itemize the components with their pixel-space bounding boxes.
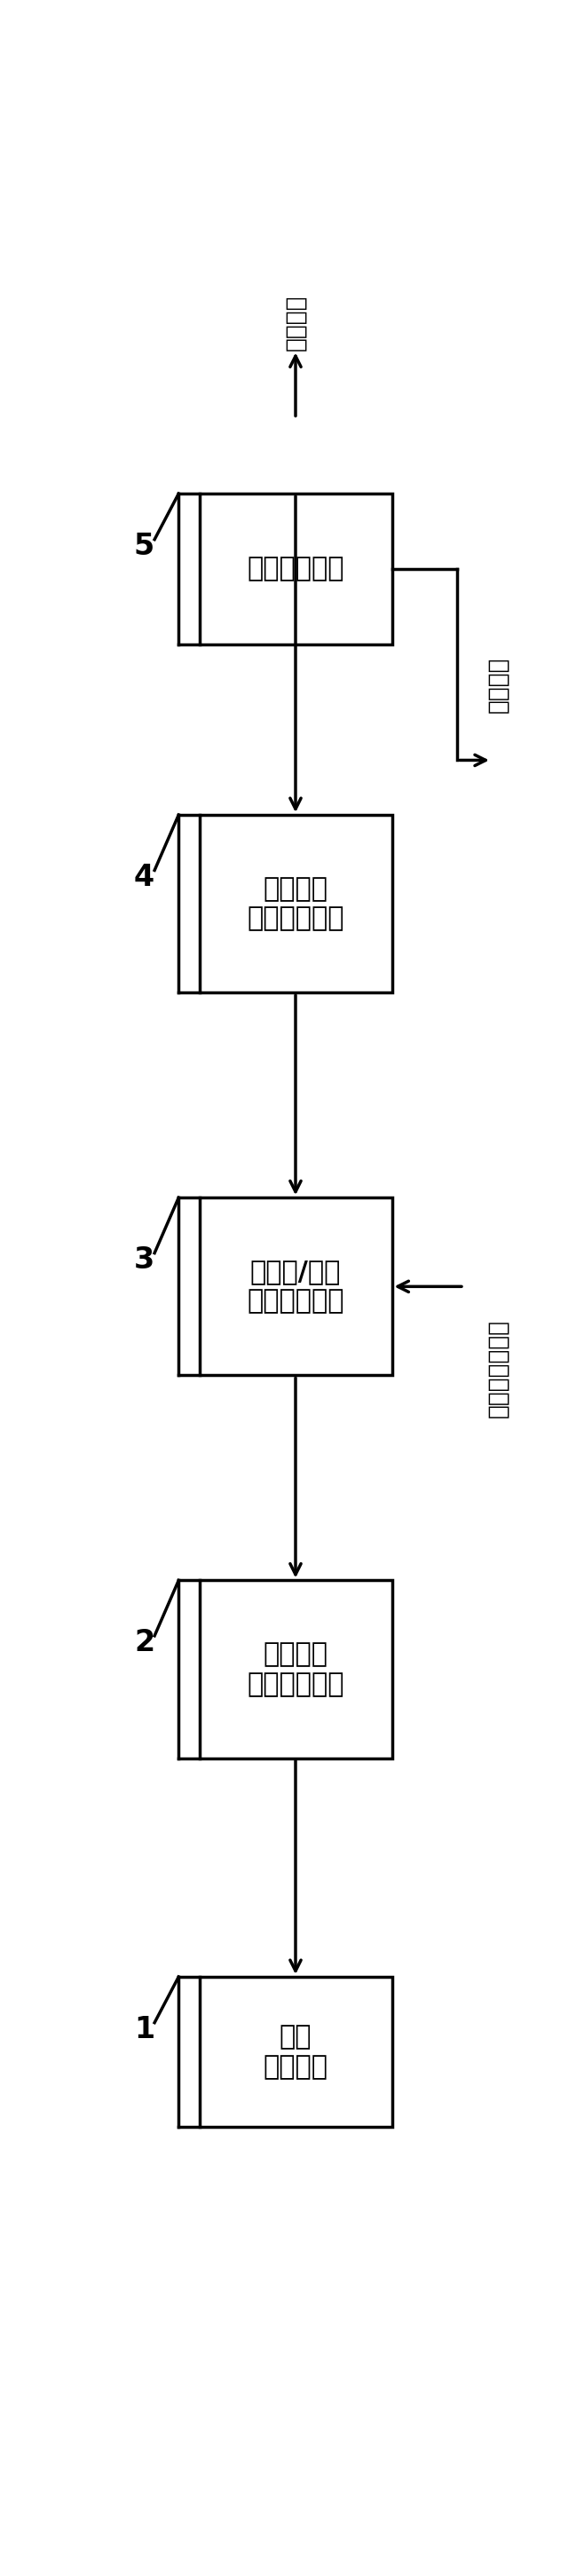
Text: 2: 2 — [134, 1628, 154, 1656]
Text: 1: 1 — [134, 2014, 154, 2045]
Bar — [199, 1198, 392, 1376]
Text: 输出电压
采样保持电路: 输出电压 采样保持电路 — [247, 876, 344, 933]
Text: 5: 5 — [134, 531, 154, 562]
Text: 3: 3 — [134, 1244, 154, 1275]
Text: 自校准控制输入: 自校准控制输入 — [487, 1319, 510, 1417]
Bar — [199, 1976, 392, 2128]
Text: 自校准/监测
控制开关阵列: 自校准/监测 控制开关阵列 — [247, 1260, 344, 1314]
Bar — [199, 1582, 392, 1759]
Text: 光感
测量电路: 光感 测量电路 — [263, 2025, 328, 2079]
Bar — [199, 814, 392, 992]
Text: 测量输出: 测量输出 — [487, 657, 510, 714]
Text: 监测输出: 监测输出 — [284, 294, 307, 350]
Text: 4: 4 — [134, 863, 154, 891]
Bar — [199, 495, 392, 644]
Text: 电流电压
线性转换电路: 电流电压 线性转换电路 — [247, 1641, 344, 1698]
Text: 比较放大电路: 比较放大电路 — [247, 556, 344, 582]
